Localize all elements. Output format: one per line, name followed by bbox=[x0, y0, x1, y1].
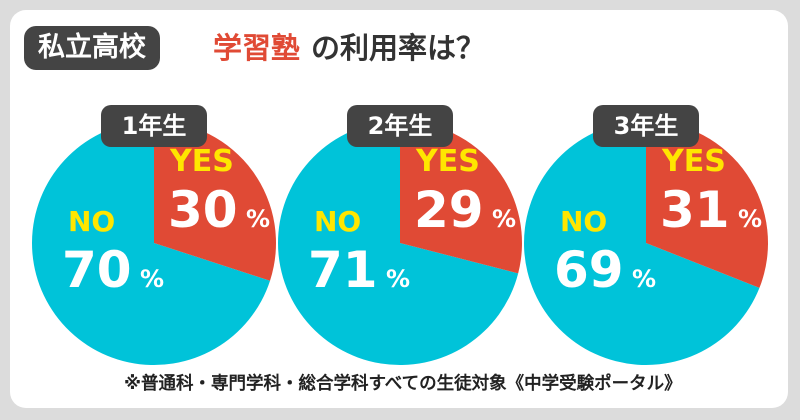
no-label: NO bbox=[68, 205, 115, 238]
yes-slice bbox=[400, 121, 522, 274]
no-slice bbox=[31, 121, 271, 365]
no-unit: % bbox=[386, 265, 410, 293]
no-value: 71 bbox=[308, 241, 378, 299]
grade-badge-2: 2年生 bbox=[347, 105, 453, 147]
yes-unit: % bbox=[492, 205, 516, 233]
grade-badge-1: 1年生 bbox=[101, 105, 207, 147]
school-type-badge: 私立高校 bbox=[24, 26, 160, 70]
yes-label: YES bbox=[661, 144, 726, 179]
title-highlight: 学習塾 bbox=[213, 31, 301, 65]
grade-badge-3: 3年生 bbox=[593, 105, 699, 147]
yes-unit: % bbox=[738, 205, 762, 233]
no-unit: % bbox=[632, 265, 656, 293]
no-value: 70 bbox=[62, 241, 132, 299]
title-question: の利用率は？ bbox=[311, 31, 486, 65]
yes-value: 30 bbox=[168, 181, 238, 239]
yes-label: YES bbox=[415, 144, 480, 179]
yes-value: 31 bbox=[660, 181, 730, 239]
yes-slice bbox=[154, 121, 276, 281]
no-label: NO bbox=[314, 205, 361, 238]
no-slice bbox=[523, 121, 760, 365]
yes-value: 29 bbox=[414, 181, 484, 239]
no-unit: % bbox=[140, 265, 164, 293]
no-label: NO bbox=[560, 205, 607, 238]
no-slice bbox=[277, 121, 519, 365]
yes-unit: % bbox=[246, 205, 270, 233]
yes-slice bbox=[646, 121, 769, 288]
no-value: 69 bbox=[554, 241, 624, 299]
source-footnote: ※普通科・専門学科・総合学科すべての生徒対象《中学受験ポータル》 bbox=[124, 374, 682, 394]
yes-label: YES bbox=[169, 144, 234, 179]
